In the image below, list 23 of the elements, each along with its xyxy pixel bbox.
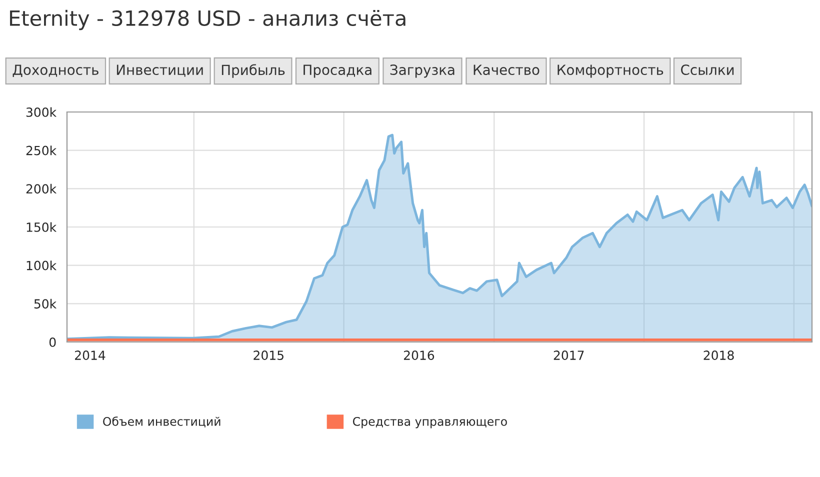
text: Прибыль (222, 64, 285, 78)
y-tick-label: 100k (26, 260, 57, 270)
text: Просадка (304, 64, 372, 78)
legend-label: Средства управляющего (352, 416, 507, 428)
y-tick-label: 250k (26, 146, 57, 156)
text: Загрузка (390, 64, 454, 78)
x-tick-label: 2017 (554, 350, 584, 360)
text: Качество (474, 64, 540, 76)
x-tick-label: 2016 (404, 350, 434, 360)
text: Ссылки (681, 64, 734, 76)
y-tick-label: 150k (26, 222, 57, 232)
x-tick-label: 2014 (75, 350, 106, 360)
y-tick-label: 300k (26, 107, 57, 117)
y-tick-label: 0 (49, 337, 56, 347)
x-tick-label: 2015 (254, 350, 284, 360)
text: Инвестиции (116, 64, 203, 77)
y-tick-label: 200k (26, 184, 57, 194)
text: Доходность (12, 64, 98, 78)
y-tick-label: 50k (34, 298, 57, 309)
legend-label: Объем инвестиций (103, 416, 220, 428)
chart-title: Eternity - 312978 USD - анализ счёта (10, 10, 406, 30)
text: Комфортность (558, 64, 664, 78)
x-tick-label: 2018 (704, 350, 734, 360)
